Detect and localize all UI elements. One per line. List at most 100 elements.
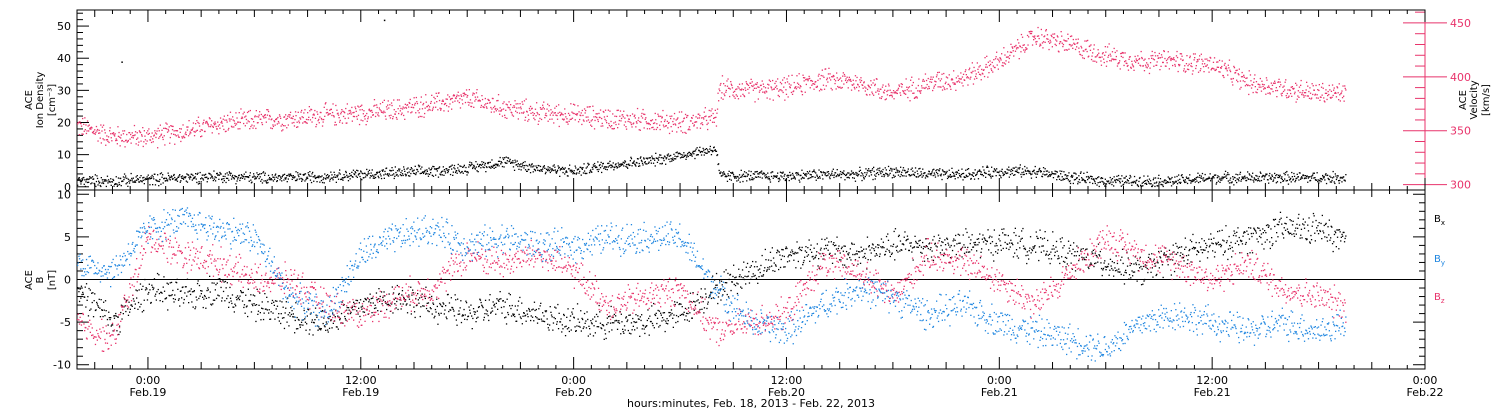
velocity-point xyxy=(1037,35,1040,37)
density-point xyxy=(712,150,714,152)
velocity-point xyxy=(548,110,550,112)
velocity-point xyxy=(712,112,714,115)
density-point xyxy=(886,173,889,176)
density-point xyxy=(1021,171,1023,174)
density-point xyxy=(1115,178,1117,181)
density-point xyxy=(960,173,962,176)
velocity-point xyxy=(98,132,100,134)
velocity-point xyxy=(730,83,732,85)
velocity-point xyxy=(208,117,211,119)
density-point xyxy=(883,175,885,178)
density-point xyxy=(435,174,437,176)
velocity-point xyxy=(1259,77,1261,80)
density-point xyxy=(1272,180,1274,182)
density-point xyxy=(829,177,831,180)
velocity-point xyxy=(1083,57,1085,60)
velocity-point xyxy=(1131,60,1133,62)
density-point xyxy=(91,176,94,178)
density-point xyxy=(1305,177,1307,179)
density-point xyxy=(856,172,858,174)
density-point xyxy=(380,175,382,177)
velocity-point xyxy=(1329,89,1331,91)
velocity-point xyxy=(273,121,276,123)
density-point xyxy=(160,172,163,174)
density-point xyxy=(278,175,281,177)
velocity-point xyxy=(179,128,181,130)
velocity-point xyxy=(846,76,848,78)
density-point xyxy=(333,171,335,173)
velocity-point xyxy=(420,96,422,98)
density-point xyxy=(80,181,83,183)
velocity-point xyxy=(1061,42,1063,44)
velocity-point xyxy=(863,81,865,83)
velocity-point xyxy=(1144,58,1146,60)
density-point xyxy=(662,157,664,159)
velocity-point xyxy=(612,113,614,115)
velocity-point xyxy=(276,123,278,125)
density-point xyxy=(1263,178,1265,180)
density-point xyxy=(692,152,694,154)
density-point xyxy=(1217,175,1219,177)
velocity-point xyxy=(173,133,175,135)
density-point xyxy=(985,172,987,175)
velocity-point xyxy=(1170,57,1173,59)
density-point xyxy=(90,183,92,185)
velocity-point xyxy=(297,126,299,128)
velocity-point xyxy=(1243,76,1245,78)
velocity-point xyxy=(404,103,406,105)
velocity-point xyxy=(449,103,451,105)
density-point xyxy=(473,165,475,167)
density-point xyxy=(1093,178,1095,180)
density-point xyxy=(1097,176,1099,179)
velocity-point xyxy=(340,111,342,113)
velocity-point xyxy=(357,105,359,107)
density-point xyxy=(630,156,632,158)
density-point xyxy=(761,177,763,179)
velocity-point xyxy=(896,92,898,95)
velocity-point xyxy=(1039,45,1041,47)
density-point xyxy=(556,169,559,171)
density-point xyxy=(970,177,972,180)
velocity-point xyxy=(142,127,144,129)
velocity-point xyxy=(692,122,694,124)
density-point xyxy=(297,174,299,176)
density-point xyxy=(941,178,943,181)
velocity-point xyxy=(81,133,83,135)
velocity-point xyxy=(1023,49,1025,51)
velocity-point xyxy=(743,95,746,98)
velocity-point xyxy=(714,109,716,111)
velocity-point xyxy=(997,58,999,60)
velocity-point xyxy=(120,137,122,139)
velocity-point xyxy=(1300,84,1302,86)
velocity-point xyxy=(902,90,905,93)
velocity-point xyxy=(382,101,384,103)
velocity-point xyxy=(849,79,851,82)
density-point xyxy=(1140,184,1142,186)
density-point xyxy=(122,176,125,178)
velocity-point xyxy=(956,81,959,83)
velocity-point xyxy=(619,110,622,112)
density-point xyxy=(864,175,866,178)
density-point xyxy=(853,173,855,175)
density-point xyxy=(745,175,747,178)
velocity-point xyxy=(257,116,260,118)
density-point xyxy=(753,177,755,180)
velocity-point xyxy=(337,112,339,114)
velocity-point xyxy=(669,115,671,117)
density-point xyxy=(904,170,906,172)
density-point xyxy=(123,173,126,175)
velocity-point xyxy=(793,90,795,92)
density-point xyxy=(956,172,959,174)
velocity-point xyxy=(980,74,982,76)
density-point xyxy=(692,150,694,153)
velocity-point xyxy=(1111,51,1114,53)
density-point xyxy=(929,173,932,175)
density-point xyxy=(1282,180,1285,182)
density-point xyxy=(457,163,459,166)
velocity-point xyxy=(1021,46,1023,49)
velocity-point xyxy=(328,113,330,115)
velocity-point xyxy=(124,146,126,148)
velocity-point xyxy=(915,87,917,89)
density-point xyxy=(116,183,118,185)
density-point xyxy=(441,174,443,176)
